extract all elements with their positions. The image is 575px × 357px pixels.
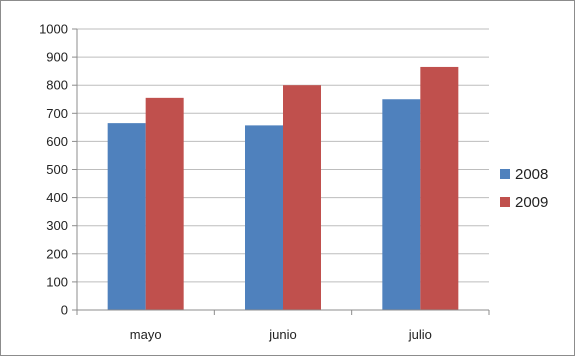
y-tick-label: 600 xyxy=(46,134,68,149)
bar-2009-junio xyxy=(283,85,321,310)
bar-2008-julio xyxy=(382,99,420,310)
y-tick-label: 200 xyxy=(46,246,68,261)
bar-2008-mayo xyxy=(108,123,146,310)
bar-2009-mayo xyxy=(146,98,184,310)
bars xyxy=(108,67,459,310)
y-tick-label: 500 xyxy=(46,162,68,177)
legend-swatch-2009 xyxy=(500,197,510,207)
x-tick-label: julio xyxy=(408,327,432,342)
x-tick-label: mayo xyxy=(130,327,162,342)
y-tick-label: 100 xyxy=(46,274,68,289)
y-tick-label: 300 xyxy=(46,218,68,233)
x-tick-labels: mayo junio julio xyxy=(130,327,432,342)
y-tick-label: 1000 xyxy=(39,22,68,37)
x-tick-label: junio xyxy=(268,327,296,342)
legend: 2008 2009 xyxy=(500,166,548,211)
bar-2009-julio xyxy=(420,67,458,310)
bar-2008-junio xyxy=(245,125,283,310)
y-tick-label: 400 xyxy=(46,190,68,205)
y-tick-labels: 0 100 200 300 400 500 600 700 800 900 1000 xyxy=(39,22,68,318)
y-tick-label: 900 xyxy=(46,50,68,65)
legend-swatch-2008 xyxy=(500,169,510,179)
y-tick-label: 700 xyxy=(46,106,68,121)
legend-label-2008: 2008 xyxy=(515,166,548,183)
y-tick-label: 0 xyxy=(61,303,68,318)
y-tick-label: 800 xyxy=(46,78,68,93)
legend-label-2009: 2009 xyxy=(515,194,548,211)
